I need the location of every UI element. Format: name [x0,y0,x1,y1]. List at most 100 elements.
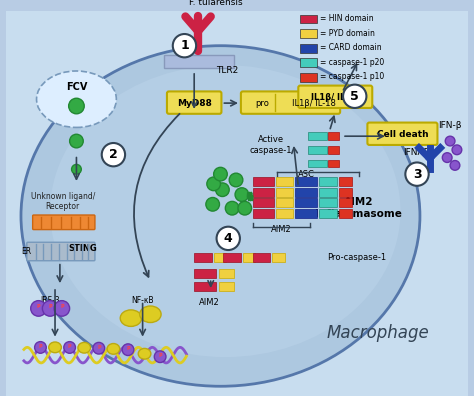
Bar [276,188,293,196]
Circle shape [405,162,428,186]
Circle shape [450,160,460,170]
Bar [223,253,241,262]
Bar [319,177,337,186]
Circle shape [207,177,220,191]
FancyBboxPatch shape [167,91,221,114]
Text: IRF-3: IRF-3 [40,296,60,305]
Circle shape [238,202,252,215]
Text: NF-κB: NF-κB [131,296,154,305]
Bar [194,282,216,291]
Bar [219,282,234,291]
Bar [328,132,339,140]
Text: TLR2: TLR2 [216,66,238,75]
Text: FCV: FCV [66,82,87,91]
Circle shape [70,134,83,148]
Bar [219,270,234,278]
Bar [295,209,317,218]
Bar [253,177,274,186]
Bar [276,177,293,186]
Text: P: P [126,346,130,351]
Bar [253,253,270,262]
Text: P: P [97,345,100,350]
FancyBboxPatch shape [298,86,372,108]
Text: IL1β/ IL-18: IL1β/ IL-18 [310,93,360,102]
FancyBboxPatch shape [33,215,95,230]
Circle shape [217,227,240,250]
Circle shape [72,164,82,174]
Circle shape [343,85,366,108]
Bar [276,209,293,218]
Bar [295,188,317,196]
Text: 1: 1 [180,39,189,52]
Circle shape [214,168,227,181]
Text: Unknown ligand/
Receptor: Unknown ligand/ Receptor [31,192,95,211]
Circle shape [229,173,243,187]
FancyBboxPatch shape [27,242,95,261]
Bar [339,188,352,196]
Bar [253,188,274,196]
Bar [339,177,352,186]
Text: AIM2: AIM2 [272,225,292,234]
Bar [300,44,317,53]
Bar [253,209,274,218]
Ellipse shape [78,343,91,353]
Circle shape [206,198,219,211]
Text: F. tularensis: F. tularensis [189,0,242,8]
Bar [164,55,234,68]
Bar [243,253,255,262]
Circle shape [452,145,462,155]
Circle shape [445,136,455,146]
Circle shape [64,342,75,353]
Bar [319,188,337,196]
Text: STING: STING [68,244,97,253]
Ellipse shape [140,306,161,322]
Text: = caspase-1 p20: = caspase-1 p20 [319,58,384,67]
Text: AIM2
Inflammasome: AIM2 Inflammasome [315,197,402,219]
Bar [300,58,317,67]
Bar [295,198,317,207]
Ellipse shape [138,348,151,359]
Text: = CARD domain: = CARD domain [319,43,382,52]
Bar [308,146,327,154]
Ellipse shape [50,65,401,357]
Text: 4: 4 [224,232,233,245]
Ellipse shape [36,71,116,128]
Circle shape [155,351,166,362]
Circle shape [216,183,229,196]
Text: 5: 5 [350,90,359,103]
Text: 3: 3 [413,168,421,181]
Text: Macrophage: Macrophage [327,324,429,342]
Bar [308,132,327,140]
Text: P: P [68,344,72,349]
Circle shape [102,143,125,166]
Circle shape [69,98,84,114]
Text: IL1β/ IL-18: IL1β/ IL-18 [292,99,336,108]
Text: 2: 2 [109,148,118,161]
Circle shape [42,301,58,316]
Bar [194,270,216,278]
Text: pro: pro [255,99,269,108]
Bar [328,146,339,154]
Ellipse shape [49,342,61,353]
Text: P: P [60,304,64,309]
Bar [272,253,285,262]
Bar [295,177,317,186]
Bar [300,15,317,23]
Bar [308,160,327,168]
Text: = HIN domain: = HIN domain [319,14,374,23]
Circle shape [225,202,239,215]
Circle shape [235,188,249,202]
Bar [194,253,212,262]
Text: P: P [36,304,40,309]
Text: P: P [38,344,42,349]
Bar [328,160,339,168]
Bar [339,198,352,207]
Circle shape [122,344,134,356]
FancyBboxPatch shape [241,91,340,114]
Circle shape [442,153,452,162]
Ellipse shape [120,310,142,326]
Text: AIM2: AIM2 [199,298,220,307]
Bar [214,253,226,262]
Text: Pro-caspase-1: Pro-caspase-1 [328,253,387,262]
FancyBboxPatch shape [367,123,438,145]
